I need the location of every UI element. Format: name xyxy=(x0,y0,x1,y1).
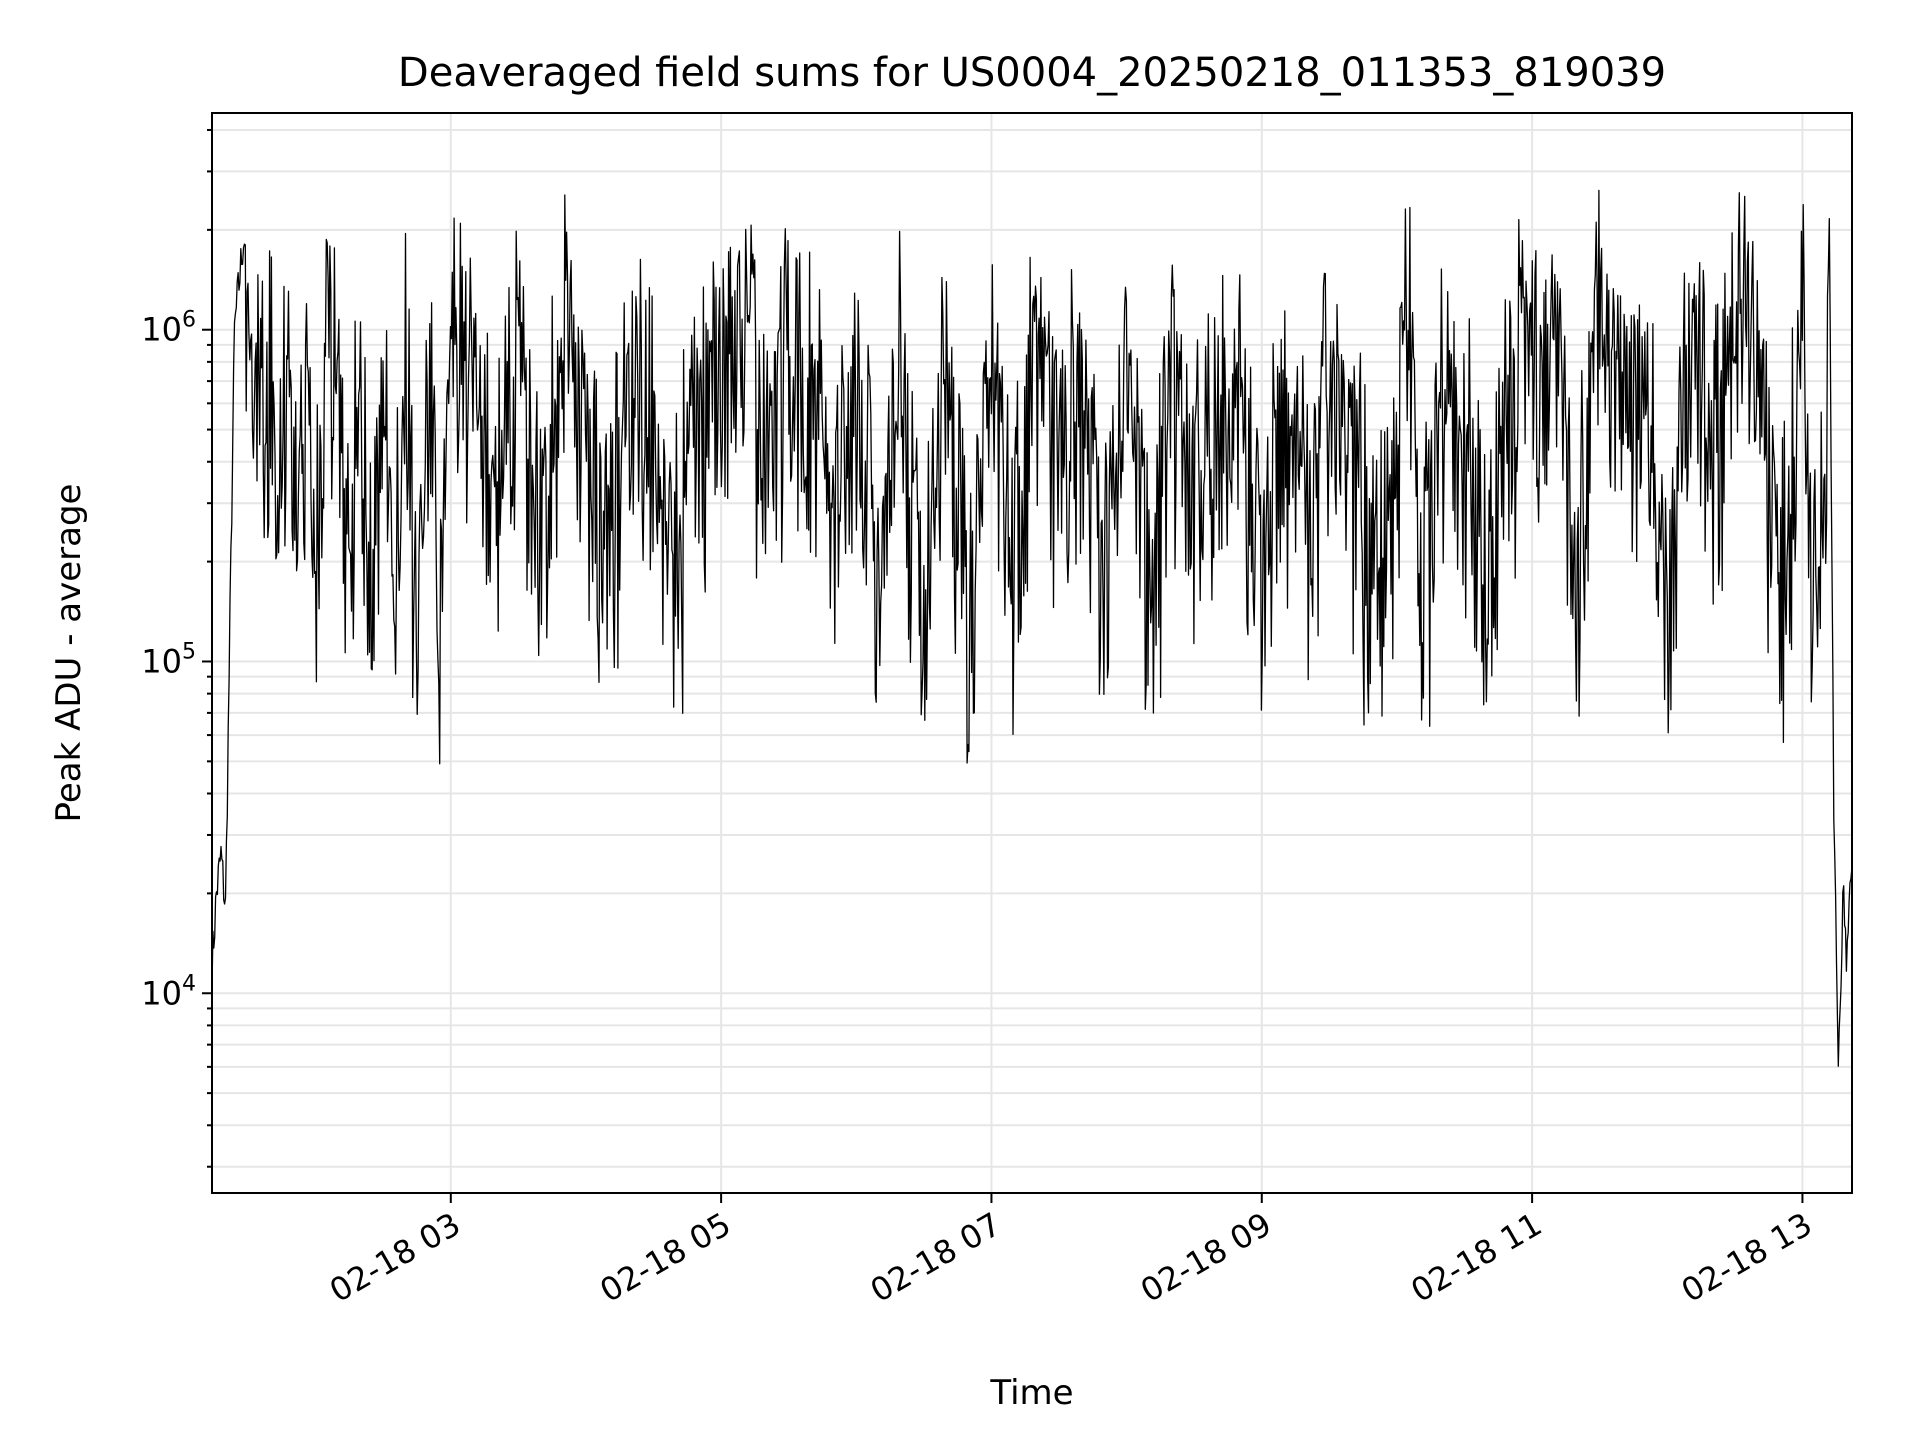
grid xyxy=(212,113,1852,1193)
y-tick-label: 105 xyxy=(141,639,196,680)
chart-title: Deaveraged field sums for US0004_2025021… xyxy=(398,50,1666,96)
axis-ticks: 104 105 106 02-18 03 02-18 05 02-18 07 02-18 0… xyxy=(141,128,1819,1310)
x-tick-label: 02-18 09 xyxy=(1134,1205,1278,1310)
x-tick-label: 02-18 13 xyxy=(1675,1205,1819,1310)
y-axis-label: Peak ADU - average xyxy=(49,484,89,823)
x-tick-label: 02-18 03 xyxy=(323,1205,467,1310)
y-tick-label: 106 xyxy=(141,308,196,349)
x-tick-label: 02-18 07 xyxy=(864,1205,1008,1310)
y-tick-label: 104 xyxy=(141,971,196,1012)
plot-area-frame xyxy=(211,112,1853,1194)
x-tick-label: 02-18 11 xyxy=(1405,1205,1549,1310)
x-tick-label: 02-18 05 xyxy=(594,1205,738,1310)
data-series-line xyxy=(211,189,1853,1067)
x-axis-label: Time xyxy=(989,1373,1073,1413)
